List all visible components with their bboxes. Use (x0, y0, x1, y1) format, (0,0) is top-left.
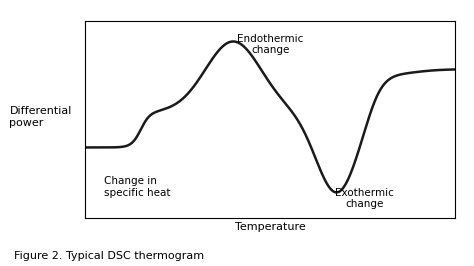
Text: Endothermic
change: Endothermic change (237, 34, 303, 56)
Text: Figure 2. Typical DSC thermogram: Figure 2. Typical DSC thermogram (14, 251, 204, 261)
Text: Differential
power: Differential power (9, 106, 72, 128)
Text: Exothermic
change: Exothermic change (335, 188, 394, 209)
X-axis label: Temperature: Temperature (235, 222, 306, 232)
Text: Change in
specific heat: Change in specific heat (104, 176, 170, 198)
